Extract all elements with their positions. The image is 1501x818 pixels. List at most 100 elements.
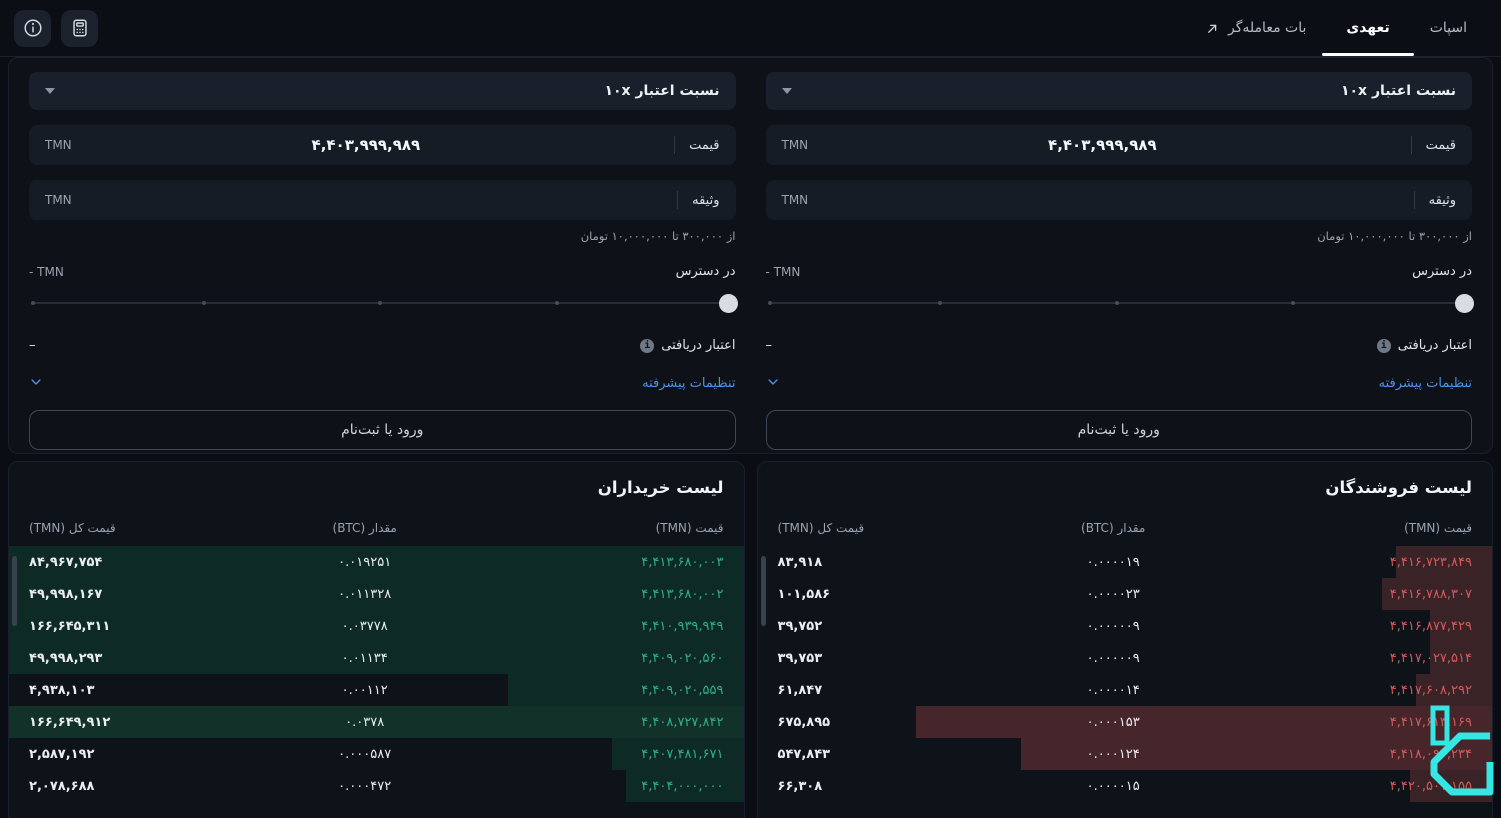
order-row[interactable]: ۴,۴۰۷,۴۸۱,۶۷۱ ۰.۰۰۰۵۸۷ ۲,۵۸۷,۱۹۲ [29,738,744,770]
slider-thumb[interactable] [1455,294,1474,313]
buyers-table-card: لیست خریداران قیمت (TMN) مقدار (BTC) قیم… [8,461,745,818]
tooltip-info-icon[interactable]: i [640,338,655,353]
price-cell: ۴,۴۲۰,۵۰۱,۱۵۵ [1389,778,1472,794]
leverage-select[interactable]: نسبت اعتبار ۱۰x [29,72,736,110]
amount-cell: ۰.۰۰۰۰۱۵ [1086,778,1140,794]
available-value: - TMN [29,264,64,279]
order-row[interactable]: ۴,۴۰۹,۰۲۰,۵۶۰ ۰.۰۱۱۳۴ ۴۹,۹۹۸,۲۹۳ [9,642,744,674]
calculator-button[interactable] [61,9,98,47]
field-divider [1410,136,1412,154]
info-button[interactable] [14,9,51,47]
sellers-table-title: لیست فروشندگان [1325,478,1472,497]
order-row[interactable]: ۴,۴۰۸,۷۲۷,۸۴۲ ۰.۰۳۷۸ ۱۶۶,۶۴۹,۹۱۲ [9,706,744,738]
depth-bar [508,674,744,706]
column-price: قیمت (TMN) [655,521,724,535]
price-cell: ۴,۴۱۷,۰۲۷,۵۱۴ [1389,650,1472,666]
order-row[interactable]: ۴,۴۰۴,۰۰۰,۰۰۰ ۰.۰۰۰۴۷۲ ۲,۰۷۸,۶۸۸ [29,770,744,802]
order-row[interactable]: ۴,۴۲۰,۵۰۱,۱۵۵ ۰.۰۰۰۰۱۵ ۶۶,۳۰۸ [778,770,1492,802]
collateral-field[interactable]: وثیقه TMN [765,180,1472,220]
column-total: قیمت کل (TMN) [777,521,865,535]
slider-tick [767,301,772,305]
available-row: در دسترس - TMN [766,264,1473,279]
price-cell: ۴,۴۱۳,۶۸۰,۰۰۲ [641,586,724,602]
order-row[interactable]: ۴,۴۱۶,۸۷۷,۴۲۹ ۰.۰۰۰۰۰۹ ۳۹,۷۵۲ [778,610,1492,642]
amount-cell: ۰.۰۱۱۳۲۸ [338,586,392,602]
orderbook-section: لیست فروشندگان قیمت (TMN) مقدار (BTC) قی… [8,461,1493,818]
price-cell: ۴,۴۱۶,۷۸۸,۳۰۷ [1389,586,1472,602]
amount-cell: ۰.۰۱۱۳۴ [341,650,388,666]
advanced-settings-toggle[interactable]: تنظیمات پیشرفته [766,374,1472,393]
tab-spot-label: اسپات [1429,20,1467,36]
slider-tick [1114,301,1119,305]
scrollbar-thumb[interactable] [12,556,17,626]
caret-down-icon [781,88,792,94]
price-cell: ۴,۴۰۴,۰۰۰,۰۰۰ [641,778,724,794]
order-row[interactable]: ۴,۴۱۸,۰۹۲,۲۳۴ ۰.۰۰۰۱۲۴ ۵۴۷,۸۴۳ [778,738,1492,770]
collateral-field[interactable]: وثیقه TMN [29,180,736,220]
order-row[interactable]: ۴,۴۱۶,۷۸۸,۳۰۷ ۰.۰۰۰۰۲۳ ۱۰۱,۵۸۶ [778,578,1492,610]
tab-margin[interactable]: تعهدی [1326,0,1409,56]
column-total: قیمت کل (TMN) [29,521,116,535]
scrollbar-thumb[interactable] [760,556,766,626]
caret-down-icon [45,88,55,94]
total-cell: ۳۹,۷۵۳ [777,650,823,666]
depth-bar [1381,578,1492,610]
tooltip-info-icon[interactable]: i [1376,338,1391,353]
slider-tick [378,301,383,305]
column-amount: مقدار (BTC) [332,521,397,535]
price-field-unit: TMN [781,138,809,152]
tab-trading-bot[interactable]: بات معامله‌گر [1185,0,1326,56]
order-row[interactable]: ۴,۴۱۷,۰۲۷,۵۱۴ ۰.۰۰۰۰۰۹ ۳۹,۷۵۳ [777,642,1492,674]
order-row[interactable]: ۴,۴۱۶,۷۲۳,۸۴۹ ۰.۰۰۰۰۱۹ ۸۳,۹۱۸ [778,546,1492,578]
collateral-field-unit: TMN [781,193,809,207]
buyers-table-title: لیست خریداران [597,478,724,497]
received-credit-labelgroup: اعتبار دریافتی i [640,338,736,353]
amount-cell: ۰.۰۰۰۵۸۷ [338,746,392,762]
market-tabs: اسپات تعهدی بات معامله‌گر [1185,0,1487,56]
sellers-table-header: قیمت (TMN) مقدار (BTC) قیمت کل (TMN) [777,521,1472,535]
received-credit-value: – [765,338,773,353]
order-row[interactable]: ۴,۴۱۳,۶۸۰,۰۰۲ ۰.۰۱۱۳۲۸ ۴۹,۹۹۸,۱۶۷ [9,578,744,610]
total-cell: ۶۱,۸۴۷ [777,682,823,698]
order-row[interactable]: ۴,۴۱۳,۶۸۰,۰۰۳ ۰.۰۱۹۲۵۱ ۸۴,۹۶۷,۷۵۴ [9,546,744,578]
depth-bar [9,642,744,674]
price-field[interactable]: قیمت ۴,۴۰۳,۹۹۹,۹۸۹ TMN [29,125,736,165]
login-register-button[interactable]: ورود یا ثبت‌نام [765,410,1472,450]
advanced-settings-label: تنظیمات پیشرفته [642,376,736,391]
login-register-button[interactable]: ورود یا ثبت‌نام [29,410,736,450]
tab-spot[interactable]: اسپات [1410,0,1487,56]
slider-thumb[interactable] [718,294,738,313]
depth-bar [612,738,744,770]
price-field-label: قیمت [1425,137,1456,153]
order-row[interactable]: ۴,۴۱۷,۶۰۸,۲۹۲ ۰.۰۰۰۰۱۴ ۶۱,۸۴۷ [777,674,1492,706]
amount-cell: ۰.۰۰۰۰۲۳ [1086,586,1140,602]
total-cell: ۱۶۶,۶۴۵,۳۱۱ [29,618,111,634]
collateral-range-hint: از ۳۰۰,۰۰۰ تا ۱۰,۰۰۰,۰۰۰ تومان [580,229,736,243]
received-credit-labelgroup: اعتبار دریافتی i [1376,338,1472,353]
depth-bar [9,706,744,738]
order-panel-left: نسبت اعتبار ۱۰x قیمت ۴,۴۰۳,۹۹۹,۹۸۹ TMN و… [29,72,738,450]
received-credit-value: – [29,338,36,353]
buyers-table-header: قیمت (TMN) مقدار (BTC) قیمت کل (TMN) [29,521,724,535]
leverage-select[interactable]: نسبت اعتبار ۱۰x [765,72,1472,110]
price-field[interactable]: قیمت ۴,۴۰۳,۹۹۹,۹۸۹ TMN [765,125,1472,165]
advanced-settings-toggle[interactable]: تنظیمات پیشرفته [29,374,736,393]
order-row[interactable]: ۴,۴۱۷,۶۱۳,۱۶۹ ۰.۰۰۰۱۵۳ ۶۷۵,۸۹۵ [778,706,1492,738]
depth-bar [9,578,744,610]
depth-bar [1020,738,1492,770]
received-credit-label: اعتبار دریافتی [661,338,736,353]
price-cell: ۴,۴۱۶,۸۷۷,۴۲۹ [1389,618,1472,634]
slider-tick [938,301,943,305]
amount-slider[interactable] [29,294,738,313]
order-row[interactable]: ۴,۴۱۰,۹۳۹,۹۴۹ ۰.۰۳۷۷۸ ۱۶۶,۶۴۵,۳۱۱ [9,610,744,642]
leverage-select-label: نسبت اعتبار ۱۰x [1340,83,1456,99]
amount-cell: ۰.۰۰۰۰۱۹ [1086,554,1140,570]
amount-cell: ۰.۰۰۰۱۲۴ [1086,746,1140,762]
amount-slider[interactable] [766,294,1474,313]
order-row[interactable]: ۴,۴۰۹,۰۲۰,۵۵۹ ۰.۰۰۱۱۲ ۴,۹۳۸,۱۰۳ [29,674,744,706]
info-icon [22,17,44,39]
order-forms-card: نسبت اعتبار ۱۰x قیمت ۴,۴۰۳,۹۹۹,۹۸۹ TMN و… [8,57,1493,454]
available-value: - TMN [765,264,801,279]
chevron-down-icon [29,374,43,393]
